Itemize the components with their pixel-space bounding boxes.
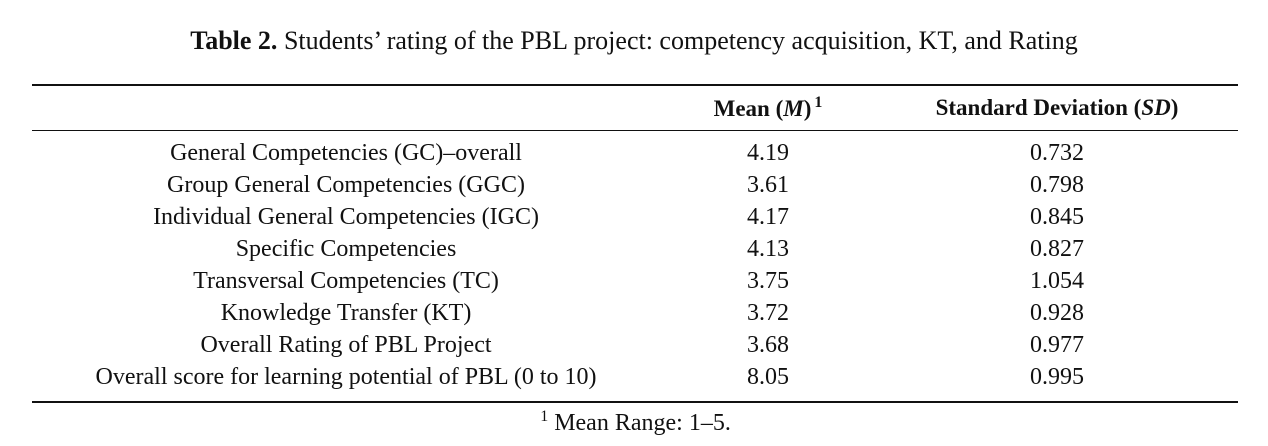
- table-row: Overall Rating of PBL Project 3.68 0.977: [32, 329, 1238, 361]
- row-label: Individual General Competencies (IGC): [153, 204, 539, 230]
- table: Mean (M) 1 Standard Deviation (SD) Genera…: [32, 84, 1238, 403]
- row-label: Knowledge Transfer (KT): [220, 300, 472, 326]
- header-cell: Mean (M) 1: [660, 85, 876, 131]
- caption-label: Table 2.: [190, 26, 278, 55]
- table-row: Specific Competencies 4.13 0.827: [32, 233, 1238, 265]
- mean-cell: 3.72: [747, 300, 789, 326]
- row-label: Group General Competencies (GGC): [167, 172, 525, 198]
- table-body: General Competencies (GC)–overall 4.19 0.7…: [32, 131, 1238, 403]
- header-row: Mean (M) 1 Standard Deviation (SD): [32, 85, 1238, 131]
- mean-cell: 3.68: [747, 332, 789, 358]
- row-label: Overall Rating of PBL Project: [200, 332, 492, 358]
- caption-text: Students’ rating of the PBL project: com…: [283, 26, 1078, 55]
- row-label: Overall score for learning potential of …: [95, 364, 597, 390]
- header-cell: [32, 85, 660, 131]
- table-row: Group General Competencies (GGC) 3.61 0.79…: [32, 169, 1238, 201]
- sd-cell: 0.995: [1030, 364, 1084, 390]
- table-caption: Table 2. Students’ rating of the PBL pro…: [0, 26, 1268, 56]
- mean-cell: 4.19: [747, 140, 789, 166]
- sd-cell: 0.827: [1030, 236, 1084, 262]
- table-row: General Competencies (GC)–overall 4.19 0.7…: [32, 131, 1238, 170]
- sd-cell: 0.928: [1030, 300, 1084, 326]
- header-italic: M: [783, 96, 804, 121]
- sd-cell: 0.798: [1030, 172, 1084, 198]
- header-cell: Standard Deviation (SD): [876, 85, 1238, 131]
- table-row: Knowledge Transfer (KT) 3.72 0.928: [32, 297, 1238, 329]
- footnote-text: Mean Range: 1–5.: [554, 410, 731, 436]
- mean-cell: 8.05: [747, 364, 789, 390]
- table-row: Overall score for learning potential of …: [32, 361, 1238, 402]
- mean-cell: 3.75: [747, 268, 789, 294]
- footnote-mark: 1: [814, 94, 823, 111]
- row-label: Specific Competencies: [235, 236, 457, 262]
- sd-cell: 1.054: [1030, 268, 1084, 294]
- header-text: Mean (: [713, 96, 784, 121]
- row-label: Transversal Competencies (TC): [193, 268, 499, 294]
- table-row: Transversal Competencies (TC) 3.75 1.054: [32, 265, 1238, 297]
- sd-cell: 0.977: [1030, 332, 1084, 358]
- header-italic: SD: [1141, 95, 1171, 120]
- header-text: Standard Deviation (: [935, 95, 1142, 120]
- header-text: ): [1170, 95, 1179, 120]
- sd-cell: 0.845: [1030, 204, 1084, 230]
- footnote-mark: 1: [540, 408, 549, 425]
- footnote: 1 Mean Range: 1–5.: [0, 408, 1268, 437]
- mean-cell: 4.17: [747, 204, 789, 230]
- table-header: Mean (M) 1 Standard Deviation (SD): [32, 85, 1238, 131]
- header-text: ): [803, 96, 812, 121]
- row-label: General Competencies (GC)–overall: [170, 140, 522, 166]
- mean-cell: 3.61: [747, 172, 789, 198]
- table-row: Individual General Competencies (IGC) 4.1…: [32, 201, 1238, 233]
- sd-cell: 0.732: [1030, 140, 1084, 166]
- mean-cell: 4.13: [747, 236, 789, 262]
